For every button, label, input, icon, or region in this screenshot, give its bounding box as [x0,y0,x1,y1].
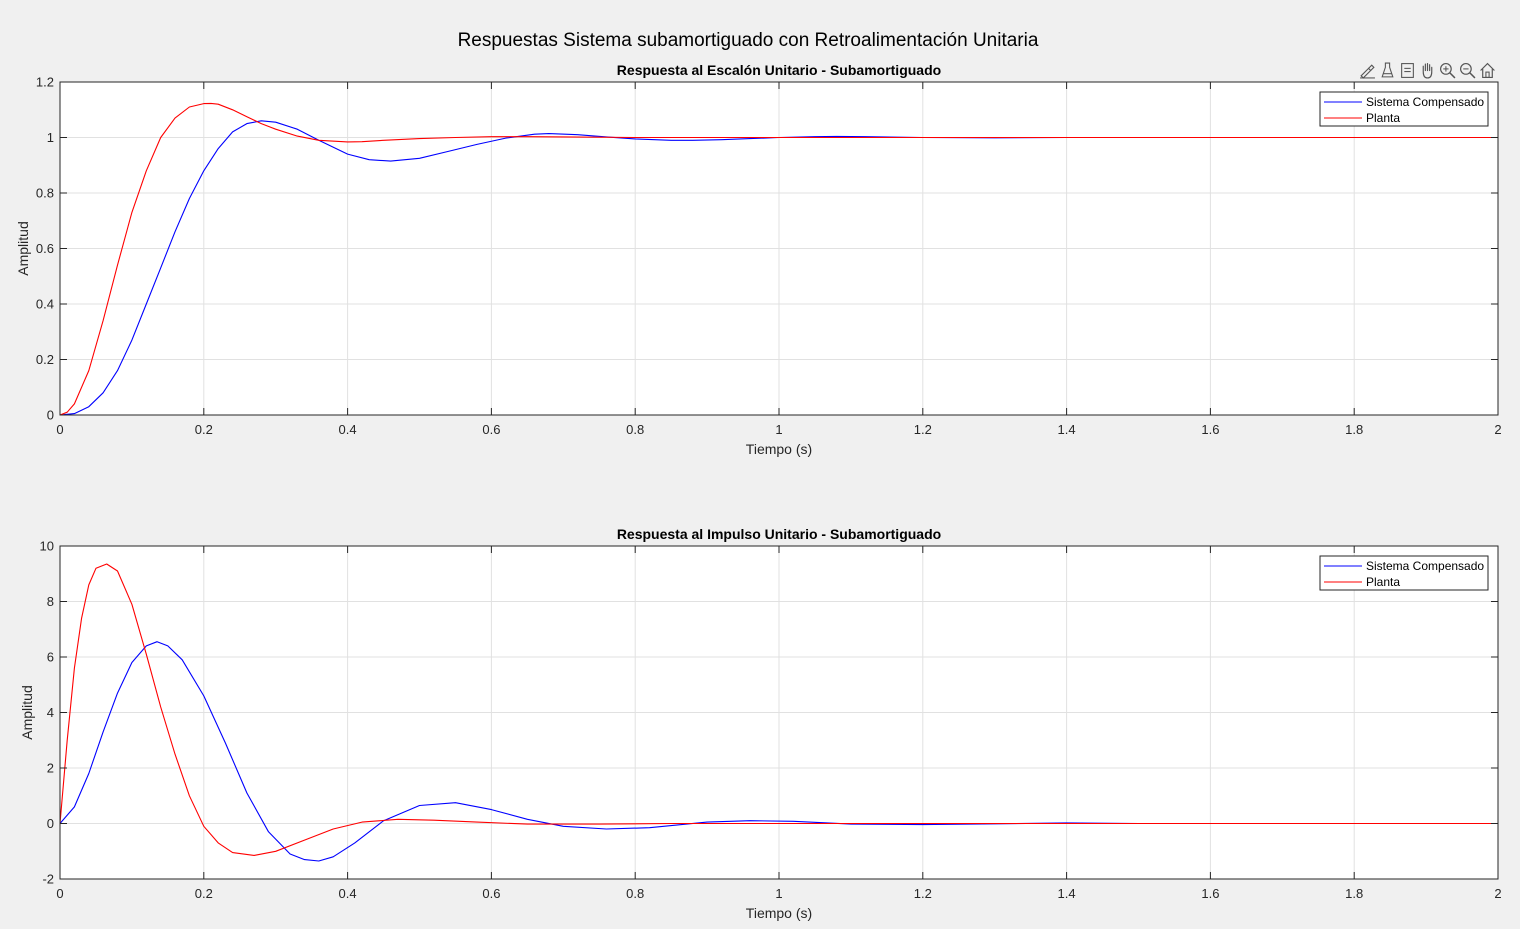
legend-entry: Sistema Compensado [1366,559,1484,573]
zoom-out-icon [1460,62,1476,78]
x-tick-label: 1 [775,422,782,437]
data-tips-icon [1381,62,1394,77]
x-tick-label: 0.4 [339,886,357,901]
x-tick-label: 1.6 [1201,422,1219,437]
brush-button[interactable] [1358,60,1377,80]
x-tick-label: 2 [1494,422,1501,437]
zoom-out-button[interactable] [1458,60,1477,80]
axes-title: Respuesta al Escalón Unitario - Subamort… [617,62,941,78]
y-tick-label: 2 [47,761,54,776]
series-line-compensado [59,641,1498,862]
x-tick-label: 1.4 [1058,422,1076,437]
brush-icon [1360,63,1375,79]
axes-impulse-response[interactable]: 0 0.2 0.4 0.6 0.8 1 1.2 1.4 1.6 1.8 2-20246810Resp… [19,526,1502,921]
y-tick-label: 6 [47,650,54,665]
x-tick-label: 0.2 [195,422,213,437]
axes-title: Respuesta al Impulso Unitario - Subamort… [617,526,941,542]
legend-box [1319,91,1489,127]
x-tick-label: 0 [56,886,63,901]
zoom-in-button[interactable] [1438,60,1457,80]
legend[interactable]: Sistema Compensado Planta [1319,91,1489,127]
x-tick-label: 1.8 [1345,886,1363,901]
x-tick-label: 1.4 [1058,886,1076,901]
home-button[interactable] [1478,60,1497,80]
legend-entry: Planta [1366,111,1400,125]
x-tick-label: 1 [775,886,782,901]
pan-button[interactable] [1418,60,1437,80]
x-tick-label: 0.6 [482,886,500,901]
y-tick-label: 0 [47,816,54,831]
rotate-button[interactable] [1398,60,1417,80]
axes-toolbar [1358,60,1497,82]
y-tick-label: 0.6 [36,241,54,256]
series-line-compensado [59,120,1498,416]
x-tick-label: 1.8 [1345,422,1363,437]
x-tick-label: 1.2 [914,422,932,437]
x-tick-label: 0.8 [626,886,644,901]
legend-entry: Planta [1366,575,1400,589]
legend[interactable]: Sistema Compensado Planta [1319,555,1489,591]
x-tick-label: 2 [1494,886,1501,901]
y-tick-label: 0.8 [36,186,54,201]
axes-step-response[interactable]: 0 0.2 0.4 0.6 0.8 1 1.2 1.4 1.6 1.8 2 0 0.2 0.4 0.6 0.8… [15,62,1502,457]
y-tick-label: 10 [40,539,54,554]
y-tick-label: 4 [47,705,54,720]
x-tick-label: 0.4 [339,422,357,437]
home-icon [1480,62,1495,78]
y-tick-label: -2 [42,872,54,887]
rotate-icon [1401,62,1414,78]
series-line-planta [59,102,1498,416]
legend-box [1319,555,1489,591]
y-tick-label: 0.4 [36,297,54,312]
x-tick-label: 0.6 [482,422,500,437]
x-axis-label: Tiempo (s) [746,441,812,457]
data-tips-button[interactable] [1378,60,1397,80]
series-line-planta [59,563,1498,856]
y-axis-label: Amplitud [19,685,35,739]
x-tick-label: 0.2 [195,886,213,901]
x-tick-label: 1.6 [1201,886,1219,901]
figure-title: Respuestas Sistema subamortiguado con Re… [457,30,1039,51]
x-axis-label: Tiempo (s) [746,905,812,921]
x-tick-label: 1.2 [914,886,932,901]
x-tick-label: 0.8 [626,422,644,437]
y-tick-label: 0.2 [36,352,54,367]
y-axis-label: Amplitud [15,221,31,275]
y-tick-label: 0 [47,408,54,423]
x-tick-label: 0 [56,422,63,437]
legend-entry: Sistema Compensado [1366,95,1484,109]
pan-icon [1422,62,1433,79]
zoom-in-icon [1440,62,1456,78]
y-tick-label: 8 [47,594,54,609]
y-tick-label: 1.2 [36,75,54,90]
y-tick-label: 1 [47,130,54,145]
